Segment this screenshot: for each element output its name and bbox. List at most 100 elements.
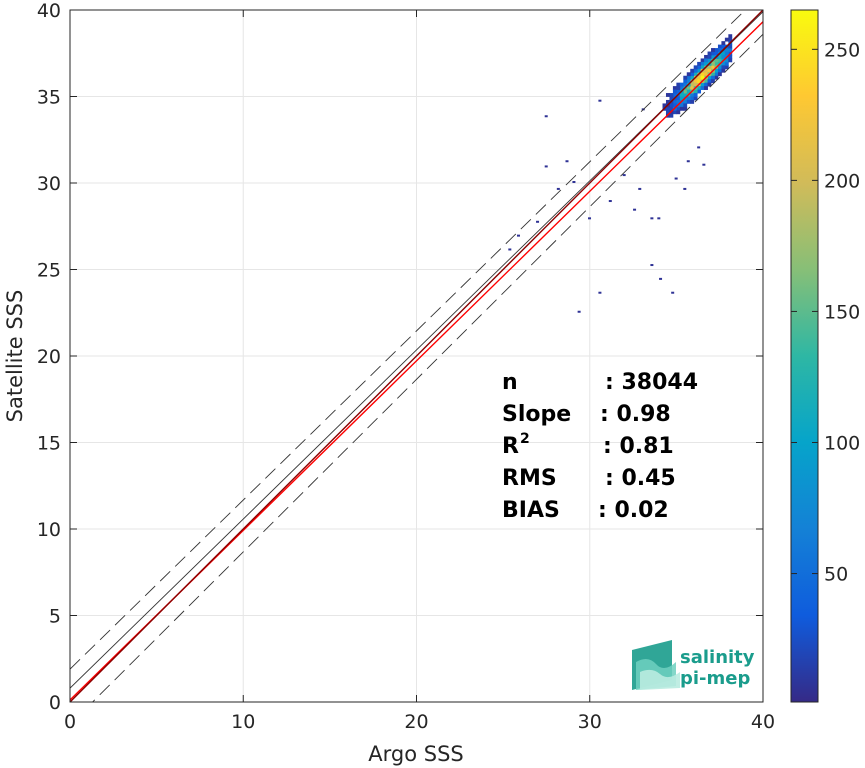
density-cell (728, 48, 733, 52)
stats-value-4: : 0.02 (598, 498, 669, 523)
density-cell (683, 103, 688, 108)
density-cell (693, 72, 698, 77)
outlier-point-6 (516, 234, 520, 237)
density-cell (686, 79, 691, 84)
density-cell (721, 68, 726, 73)
outlier-point-14 (608, 200, 612, 203)
x-tick-label-0: 0 (64, 711, 76, 733)
logo-line2: pi-mep (680, 668, 750, 689)
density-cell (665, 110, 670, 115)
density-cell (686, 75, 691, 80)
stats-box: n: 38044 Slope: 0.98 R 2: 0.81 RMS: 0.45 BIAS… (502, 370, 698, 523)
density-cell (711, 54, 715, 59)
density-cell (707, 58, 712, 63)
y-tick-label-1: 5 (49, 606, 61, 628)
density-cell (724, 61, 729, 66)
density-cell (665, 99, 670, 104)
density-cell (683, 89, 688, 94)
y-tick-label-6: 30 (37, 173, 61, 195)
outlier-point-21 (702, 163, 706, 166)
x-tick-label-1: 10 (231, 711, 255, 733)
outlier-point-8 (565, 160, 569, 163)
line-reference-lower (91, 33, 763, 702)
density-cell (665, 106, 670, 111)
density-cell (711, 75, 715, 80)
density-cell (693, 65, 698, 70)
colorbar-gradient (790, 9, 819, 703)
density-cell (679, 86, 684, 90)
density-cell (717, 44, 722, 49)
density-cell (676, 86, 681, 90)
outlier-point-18 (674, 177, 678, 180)
density-cell (704, 58, 708, 63)
density-cell (724, 58, 729, 63)
outlier-point-23 (622, 174, 626, 177)
y-tick-label-3: 15 (37, 433, 61, 455)
y-tick-label-8: 40 (37, 0, 61, 22)
density-cell (683, 79, 688, 84)
density-cell (672, 110, 677, 115)
density-cell (717, 58, 722, 63)
fit-lines (70, 10, 763, 702)
density-cell (686, 86, 691, 90)
density-cell (690, 68, 695, 73)
logo-mark-icon (632, 640, 680, 690)
density-cell (700, 65, 705, 70)
density-cell (672, 89, 677, 94)
density-cell (707, 51, 712, 56)
density-cell (717, 65, 722, 70)
density-cell (697, 86, 702, 90)
density-cell (693, 82, 698, 87)
density-cell (683, 75, 688, 80)
density-cell (704, 79, 708, 84)
density-cell (690, 86, 695, 90)
density-cell (690, 93, 695, 97)
density-cell (714, 61, 719, 66)
density-cell (686, 89, 691, 94)
density-cell (683, 93, 688, 97)
density-cell (711, 51, 715, 56)
outlier-point-0 (577, 310, 581, 313)
density-cell (721, 54, 726, 59)
density-cell (679, 103, 684, 108)
stats-sup-2: 2 (520, 431, 530, 447)
outlier-point-20 (697, 146, 701, 149)
density-cell (728, 37, 733, 42)
density-cell (704, 86, 708, 90)
density-cell (693, 93, 698, 97)
density-cell (697, 65, 702, 70)
density-cell (672, 99, 677, 104)
density-cell (714, 51, 719, 56)
density-cell (704, 72, 708, 77)
density-cell (721, 65, 726, 70)
density-cell (676, 110, 681, 115)
density-cell (669, 106, 674, 111)
colorbar-tick-label-1: 100 (824, 433, 860, 455)
density-cell (707, 82, 712, 87)
stats-value-1: : 0.98 (600, 402, 671, 427)
density-cell (714, 72, 719, 77)
outlier-point-24 (638, 187, 642, 190)
density-cell (724, 65, 729, 70)
density-cell (721, 44, 726, 49)
density-cell (665, 93, 670, 97)
density-cell (707, 75, 712, 80)
y-tick-label-2: 10 (37, 519, 61, 541)
density-cell (693, 89, 698, 94)
outlier-point-11 (657, 217, 661, 220)
density-cell (697, 79, 702, 84)
outlier-point-5 (544, 165, 548, 168)
density-cell (693, 79, 698, 84)
density-cell (714, 48, 719, 52)
density-cell (690, 99, 695, 104)
density-cell (728, 44, 733, 49)
density-cell (724, 37, 729, 42)
density-cell (697, 75, 702, 80)
density-cell (700, 82, 705, 87)
stats-value-0: : 38044 (605, 370, 698, 395)
x-tick-label-4: 40 (751, 711, 775, 733)
density-cell (714, 75, 719, 80)
density-cell (717, 54, 722, 59)
outlier-point-13 (588, 217, 592, 220)
density-cell (683, 82, 688, 87)
